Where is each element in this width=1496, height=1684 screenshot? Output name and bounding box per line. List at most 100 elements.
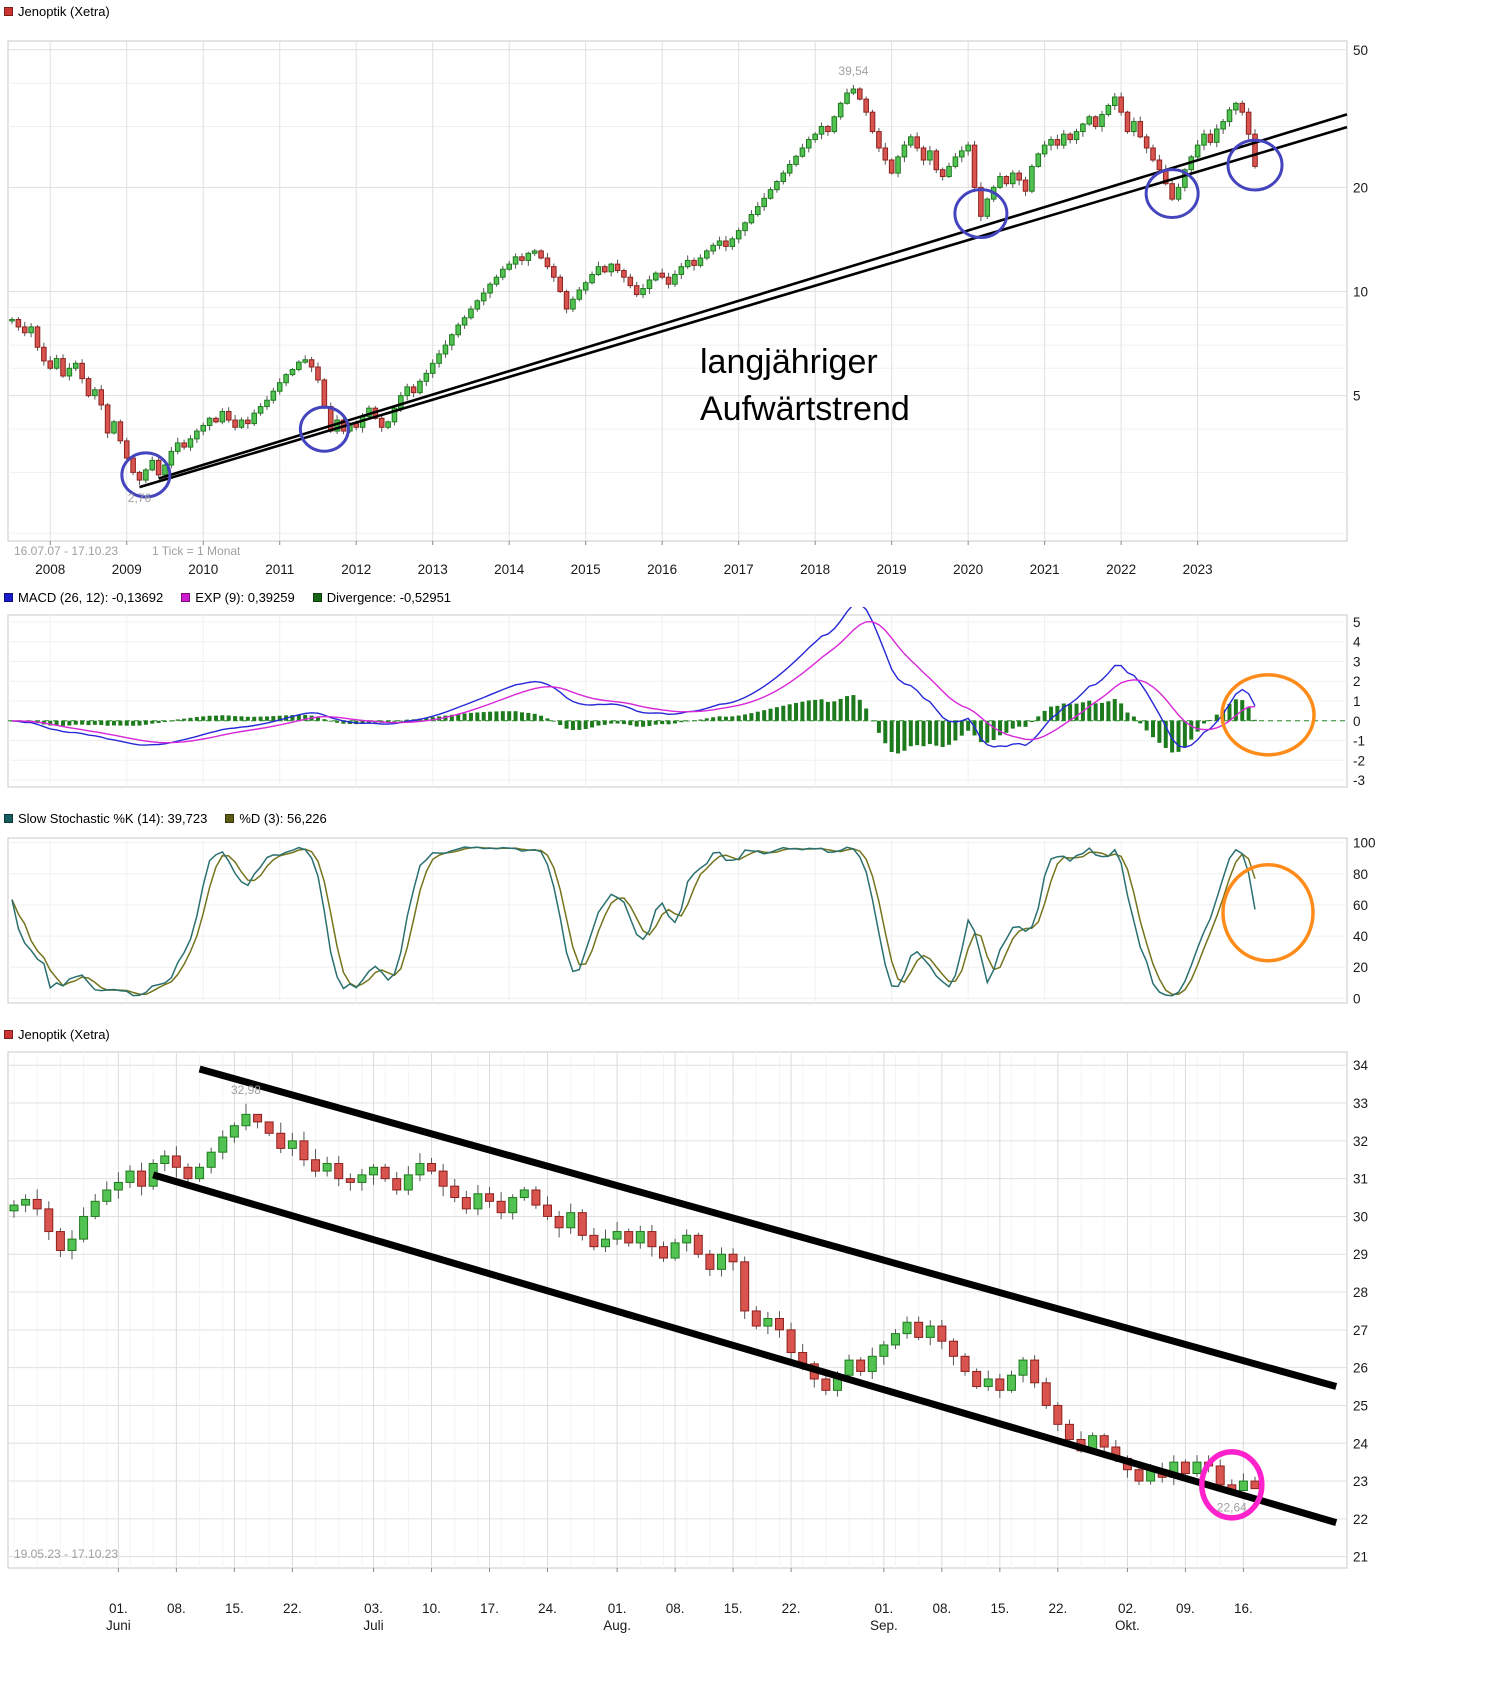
svg-text:31: 31 <box>1353 1172 1368 1187</box>
svg-text:01.: 01. <box>608 1601 627 1616</box>
svg-text:50: 50 <box>1353 43 1368 58</box>
svg-text:28: 28 <box>1353 1285 1368 1300</box>
stochastic-legend: Slow Stochastic %K (14): 39,723 %D (3): … <box>0 807 1496 828</box>
trend-touch-circle <box>298 405 350 453</box>
svg-text:Aug.: Aug. <box>603 1618 631 1633</box>
channel-line <box>198 1065 1338 1390</box>
stoch-d-line <box>11 846 1256 996</box>
legend-swatch-icon <box>4 593 13 602</box>
svg-text:22.: 22. <box>782 1601 801 1616</box>
svg-text:40: 40 <box>1353 929 1368 944</box>
legend-swatch-icon <box>4 814 13 823</box>
legend-label: Jenoptik (Xetra) <box>18 1027 110 1042</box>
svg-text:24.: 24. <box>538 1601 557 1616</box>
legend-swatch-icon <box>181 593 191 602</box>
legend-label: Slow Stochastic %K (14): 39,723 <box>18 811 208 826</box>
svg-text:08.: 08. <box>666 1601 685 1616</box>
svg-text:60: 60 <box>1353 898 1368 913</box>
tick-note: 1 Tick = 1 Monat <box>152 544 241 558</box>
legend-swatch-icon <box>4 7 13 16</box>
high-label: 32,98 <box>231 1083 261 1097</box>
svg-text:0: 0 <box>1353 714 1361 729</box>
svg-text:08.: 08. <box>932 1601 951 1616</box>
svg-text:29: 29 <box>1353 1247 1368 1262</box>
macd-panel: 5 4 3 2 1 0 -1 -2 -3 <box>7 607 1365 788</box>
channel-line <box>152 1171 1338 1526</box>
svg-text:2023: 2023 <box>1183 562 1213 577</box>
low-highlight-circle <box>1199 1449 1265 1521</box>
svg-text:-3: -3 <box>1353 773 1365 788</box>
legend-label: EXP (9): 0,39259 <box>195 590 295 605</box>
svg-text:2016: 2016 <box>647 562 677 577</box>
legend-item-stoch-k: Slow Stochastic %K (14): 39,723 <box>4 811 207 826</box>
high-label: 39,54 <box>838 64 868 78</box>
svg-text:23: 23 <box>1353 1474 1368 1489</box>
legend-label: Jenoptik (Xetra) <box>18 4 110 19</box>
svg-text:25: 25 <box>1353 1398 1368 1413</box>
svg-text:16.: 16. <box>1234 1601 1253 1616</box>
svg-text:1: 1 <box>1353 694 1361 709</box>
svg-text:20: 20 <box>1353 960 1368 975</box>
monthly-chart-legend: Jenoptik (Xetra) <box>0 0 1496 21</box>
svg-text:01.: 01. <box>109 1601 128 1616</box>
svg-text:4: 4 <box>1353 635 1361 650</box>
svg-text:2009: 2009 <box>112 562 142 577</box>
svg-text:Okt.: Okt. <box>1115 1618 1140 1633</box>
grid <box>8 41 1347 545</box>
low-label: 22,64 <box>1217 1501 1247 1515</box>
svg-text:2020: 2020 <box>953 562 983 577</box>
svg-text:-1: -1 <box>1353 734 1365 749</box>
svg-text:22.: 22. <box>1048 1601 1067 1616</box>
legend-label: MACD (26, 12): -0,13692 <box>18 590 164 605</box>
svg-text:20: 20 <box>1353 180 1368 195</box>
svg-text:2013: 2013 <box>418 562 448 577</box>
svg-text:2022: 2022 <box>1106 562 1136 577</box>
svg-text:08.: 08. <box>167 1601 186 1616</box>
grid <box>8 838 1347 1003</box>
svg-text:17.: 17. <box>480 1601 499 1616</box>
stochastic-panel: 100 80 60 40 20 0 <box>7 836 1376 1006</box>
date-range: 16.07.07 - 17.10.23 <box>14 544 118 558</box>
svg-text:02.: 02. <box>1118 1601 1137 1616</box>
svg-text:2015: 2015 <box>571 562 601 577</box>
svg-text:10.: 10. <box>422 1601 441 1616</box>
svg-text:33: 33 <box>1353 1096 1368 1111</box>
svg-text:15.: 15. <box>724 1601 743 1616</box>
svg-text:0: 0 <box>1353 991 1361 1006</box>
legend-label: %D (3): 56,226 <box>239 811 327 826</box>
macd-line <box>11 607 1256 749</box>
svg-text:21: 21 <box>1353 1550 1368 1565</box>
legend-label: Divergence: -0,52951 <box>326 590 452 605</box>
svg-text:2021: 2021 <box>1030 562 1060 577</box>
svg-text:80: 80 <box>1353 867 1368 882</box>
legend-item-stoch-d: %D (3): 56,226 <box>225 811 327 826</box>
svg-text:34: 34 <box>1353 1058 1369 1073</box>
svg-text:5: 5 <box>1353 389 1361 404</box>
low-label: 2,76 <box>128 491 152 505</box>
stoch-highlight-circle <box>1221 862 1315 963</box>
svg-text:Juli: Juli <box>363 1618 383 1633</box>
trend-annotation: langjähriger <box>700 343 878 381</box>
svg-text:03.: 03. <box>364 1601 383 1616</box>
signal-line <box>11 620 1256 744</box>
price-chart-daily: 34 33 32 31 30 29 28 27 26 25 24 23 22 21 01. Juni 08. 15… <box>7 1051 1369 1633</box>
svg-text:2011: 2011 <box>265 562 294 577</box>
stoch-k-line <box>11 846 1256 997</box>
legend-item-macd: MACD (26, 12): -0,13692 <box>4 590 163 605</box>
svg-text:01.: 01. <box>874 1601 893 1616</box>
svg-text:24: 24 <box>1353 1436 1369 1451</box>
svg-text:2008: 2008 <box>35 562 65 577</box>
macd-highlight-circle <box>1220 673 1316 757</box>
svg-text:Juni: Juni <box>106 1618 131 1633</box>
svg-text:15.: 15. <box>225 1601 244 1616</box>
trend-annotation: Aufwärtstrend <box>700 390 910 428</box>
svg-text:32: 32 <box>1353 1134 1368 1149</box>
svg-text:22: 22 <box>1353 1512 1368 1527</box>
trend-touch-circle <box>1226 138 1284 192</box>
svg-text:09.: 09. <box>1176 1601 1195 1616</box>
svg-text:2010: 2010 <box>188 562 218 577</box>
trend-touch-circle <box>1144 168 1200 219</box>
svg-text:2: 2 <box>1353 674 1361 689</box>
svg-text:-2: -2 <box>1353 753 1365 768</box>
